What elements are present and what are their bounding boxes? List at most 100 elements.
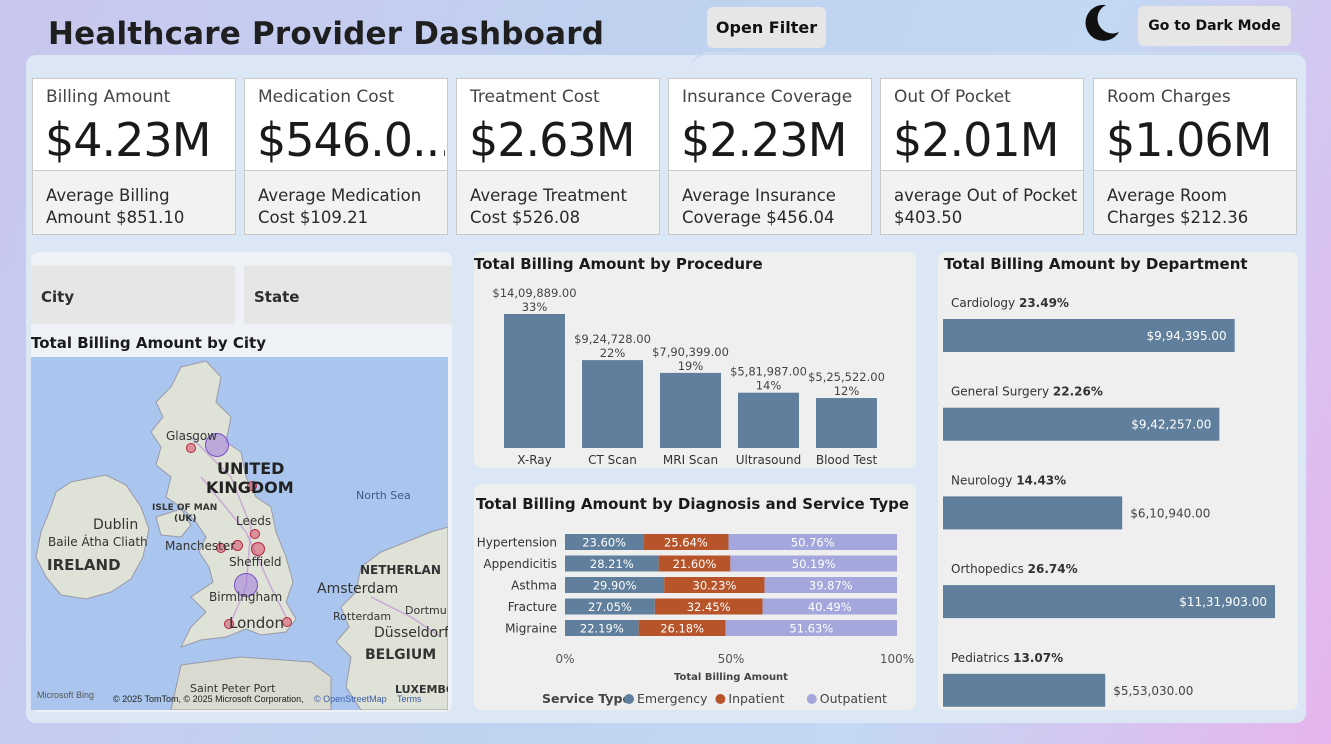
segment-label: 28.21% [590,557,634,571]
terms-link[interactable]: Terms [397,694,422,704]
segment-label: 29.90% [593,579,637,593]
map-point[interactable] [186,443,196,453]
procedure-chart-title: Total Billing Amount by Procedure [474,255,763,273]
procedure-bar [738,392,799,448]
category-label: CT Scan [588,453,637,467]
bar-value-label: $5,53,030.00 [1113,684,1193,698]
procedure-bar [504,314,565,448]
legend-title: Service Type [542,691,631,706]
stacked-segment [565,620,639,636]
department-label: Orthopedics 26.74% [951,562,1078,576]
department-bar [943,319,1235,352]
city-slicer[interactable]: City [31,266,235,324]
department-bar [943,496,1123,530]
stacked-segment [565,598,655,615]
segment-label: 51.63% [789,622,833,636]
map-point[interactable] [232,540,243,551]
stacked-segment [638,620,726,636]
kpi-label: Out Of Pocket [894,87,1011,107]
legend-label: Emergency [637,691,708,706]
department-bar-chart: Cardiology 23.49% $9,94,395.00 General Sur… [943,296,1275,707]
stacked-segment [728,534,897,550]
category-label: Asthma [511,579,557,593]
department-label: Cardiology 23.49% [951,296,1069,310]
x-axis-title: Total Billing Amount [674,672,788,683]
kpi-value: $2.23M [681,113,847,167]
stacked-segment [658,555,731,572]
category-label: Ultrasound [736,453,802,467]
map-point[interactable] [224,619,234,629]
state-slicer[interactable]: State [244,266,452,324]
bar-percent-label: 33% [522,300,548,314]
osm-link[interactable]: © OpenStreetMap [314,694,387,704]
stacked-segment [764,577,897,593]
kpi-value: $4.23M [45,113,211,167]
billing-by-city-map[interactable]: Glasgow UNITED KINGDOM North Sea ISLE OF… [31,357,448,710]
segment-label: 50.76% [791,536,835,550]
map-bubble-glasgow[interactable] [205,433,229,457]
kpi-value: $2.63M [469,113,635,167]
segment-label: 27.05% [588,600,632,614]
map-point[interactable] [216,543,226,553]
kpi-label: Treatment Cost [470,87,600,107]
kpi-card-insurance: Insurance Coverage $2.23M Average Insura… [668,78,872,235]
kpi-subtext: Average Billing Amount $851.10 [46,186,185,227]
procedure-bar [582,360,643,448]
kpi-label: Medication Cost [258,87,395,107]
category-label: Blood Test [816,453,878,467]
segment-label: 23.60% [582,536,626,550]
diagnosis-chart-card [474,484,916,710]
stacked-segment [664,577,765,593]
bar-percent-label: 14% [756,379,782,393]
kpi-label: Billing Amount [46,87,171,107]
map-point[interactable] [250,529,260,539]
kpi-subtext: Average Treatment Cost $526.08 [470,186,627,227]
bar-value-label: $14,09,889.00 [492,286,576,300]
bar-value-label: $9,24,728.00 [574,332,651,346]
x-tick-label: 100% [880,652,914,666]
stacked-segment [762,598,897,615]
map-bubble-birmingham[interactable] [234,573,258,597]
procedure-bar [660,372,721,448]
stacked-segment [725,620,897,636]
moon-icon[interactable] [1080,2,1122,44]
department-bar [943,407,1220,441]
map-point[interactable] [251,542,265,556]
bar-value-label: $9,42,257.00 [1131,418,1211,432]
kpi-subtext: Average Medication Cost $109.21 [258,186,422,227]
category-label: Fracture [508,600,557,614]
department-bar [943,585,1275,619]
map-point[interactable] [247,481,257,491]
kpi-subtext: Average Room Charges $212.36 [1107,186,1249,227]
map-title: Total Billing Amount by City [31,334,266,352]
kpi-label: Insurance Coverage [682,87,853,107]
dark-mode-button[interactable]: Go to Dark Mode [1138,6,1291,46]
map-point[interactable] [282,617,292,627]
bar-percent-label: 22% [600,346,626,360]
category-label: X-Ray [517,453,551,467]
bar-value-label: $9,94,395.00 [1147,329,1227,343]
kpi-card-treatment: Treatment Cost $2.63M Average Treatment … [456,78,660,235]
legend-swatch [715,694,726,704]
department-bar [943,673,1106,707]
map-land [31,357,448,710]
kpi-card-room-charges: Room Charges $1.06M Average Room Charges… [1093,78,1297,235]
open-filter-button[interactable]: Open Filter [707,7,826,48]
bar-value-label: $5,25,522.00 [808,370,885,384]
bing-logo: Microsoft Bing [37,690,95,700]
legend-swatch [624,694,634,704]
segment-label: 32.45% [687,600,731,614]
kpi-value: $546.0... [257,113,445,167]
segment-label: 21.60% [673,557,717,571]
bar-value-label: $5,81,987.00 [730,365,807,379]
x-tick-label: 50% [718,652,745,666]
department-chart-title: Total Billing Amount by Department [944,255,1248,273]
department-label: Pediatrics 13.07% [951,651,1063,665]
panel-notch [690,52,1302,70]
segment-label: 30.23% [693,579,737,593]
department-label: Neurology 14.43% [951,473,1066,487]
stacked-segment [565,555,659,572]
kpi-card-medication: Medication Cost $546.0... Average Medica… [244,78,448,235]
kpi-subtext: average Out of Pocket $403.50 [894,186,1078,227]
category-label: Appendicitis [483,557,557,571]
